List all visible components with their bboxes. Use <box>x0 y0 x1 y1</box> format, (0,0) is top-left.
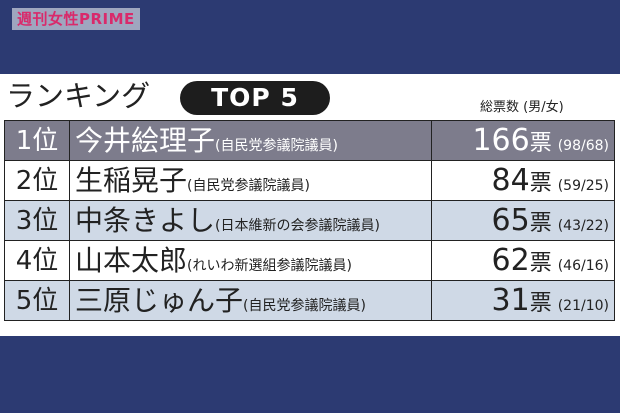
votes-split: (43/22) <box>557 218 609 234</box>
votes-unit: 票 <box>529 251 552 276</box>
name-cell: 山本太郎(れいわ新選組参議院議員) <box>69 241 432 280</box>
rank-label: 4位 <box>5 241 70 280</box>
politician-name: 生稲晃子 <box>75 164 188 197</box>
party-label: (自民党参議院議員) <box>187 178 310 194</box>
votes-total: 84 <box>491 163 530 198</box>
votes-split: (46/16) <box>557 258 609 274</box>
ranking-title: ランキング <box>6 79 151 113</box>
votes-cell: 62票 (46/16) <box>432 241 615 280</box>
rank-label: 5位 <box>5 281 70 320</box>
votes-total: 31 <box>491 283 530 318</box>
votes-unit: 票 <box>529 171 552 196</box>
name-cell: 中条きよし(日本維新の会参議院議員) <box>69 201 432 240</box>
party-label: (日本維新の会参議院議員) <box>215 218 380 234</box>
top5-badge: TOP 5 <box>180 81 330 115</box>
ranking-row: 1位 今井絵理子(自民党参議院議員) 166票 (98/68) <box>4 121 615 161</box>
votes-total: 65 <box>491 203 530 238</box>
ranking-row: 4位 山本太郎(れいわ新選組参議院議員) 62票 (46/16) <box>4 241 615 281</box>
party-label: (自民党参議院議員) <box>243 298 366 314</box>
ranking-table: 1位 今井絵理子(自民党参議院議員) 166票 (98/68) 2位 生稲晃子(自… <box>4 120 615 321</box>
ranking-row: 5位 三原じゅん子(自民党参議院議員) 31票 (21/10) <box>4 281 615 321</box>
votes-cell: 31票 (21/10) <box>432 281 615 320</box>
votes-split: (98/68) <box>557 138 609 154</box>
votes-total: 62 <box>491 243 530 278</box>
name-cell: 三原じゅん子(自民党参議院議員) <box>69 281 432 320</box>
party-label: (れいわ新選組参議院議員) <box>187 258 352 274</box>
votes-cell: 84票 (59/25) <box>432 161 615 200</box>
votes-split: (21/10) <box>557 298 609 314</box>
votes-cell: 65票 (43/22) <box>432 201 615 240</box>
politician-name: 中条きよし <box>75 204 216 237</box>
votes-unit: 票 <box>529 131 552 156</box>
votes-unit: 票 <box>529 291 552 316</box>
rank-label: 1位 <box>5 121 70 160</box>
name-cell: 生稲晃子(自民党参議院議員) <box>69 161 432 200</box>
rank-label: 3位 <box>5 201 70 240</box>
politician-name: 三原じゅん子 <box>75 284 244 317</box>
votes-split: (59/25) <box>557 178 609 194</box>
ranking-row: 2位 生稲晃子(自民党参議院議員) 84票 (59/25) <box>4 161 615 201</box>
votes-total: 166 <box>472 123 530 158</box>
votes-unit: 票 <box>529 211 552 236</box>
rank-label: 2位 <box>5 161 70 200</box>
party-label: (自民党参議院議員) <box>215 138 338 154</box>
site-logo: 週刊女性PRIME <box>12 8 140 30</box>
votes-column-label: 総票数 (男/女) <box>480 100 564 115</box>
name-cell: 今井絵理子(自民党参議院議員) <box>69 121 432 160</box>
ranking-row: 3位 中条きよし(日本維新の会参議院議員) 65票 (43/22) <box>4 201 615 241</box>
politician-name: 今井絵理子 <box>75 124 216 157</box>
politician-name: 山本太郎 <box>75 244 188 277</box>
votes-cell: 166票 (98/68) <box>432 121 615 160</box>
